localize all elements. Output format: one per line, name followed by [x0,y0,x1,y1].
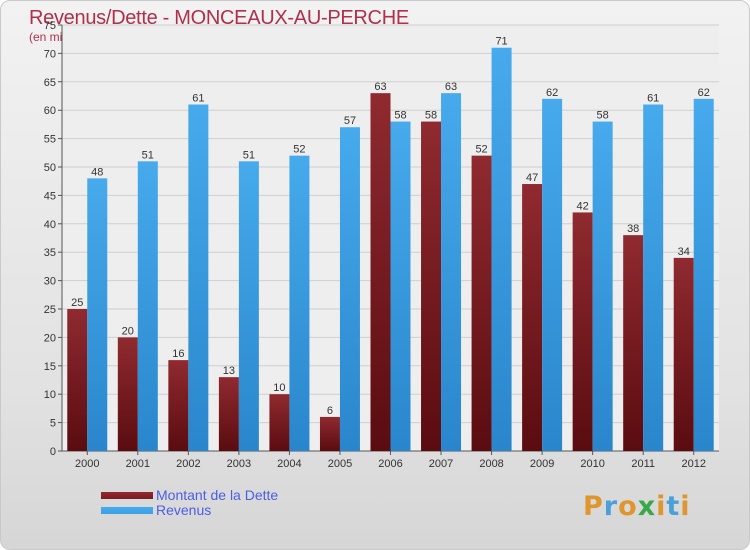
bar-revenus [137,161,158,451]
data-label-revenus: 51 [243,149,255,161]
bar-dette [370,93,391,451]
y-tick-label: 70 [44,48,56,60]
data-label-revenus: 61 [192,93,204,105]
x-tick-label: 2005 [328,458,352,470]
data-label-revenus: 62 [546,87,558,99]
x-tick-label: 2006 [378,458,402,470]
y-tick-label: 40 [44,219,56,231]
x-tick-label: 2012 [681,458,705,470]
chart-title: Revenus/Dette - MONCEAUX-AU-PERCHE [29,7,409,29]
data-label-dette: 6 [327,405,333,417]
proxiti-logo: Proxiti [583,491,691,522]
data-label-revenus: 51 [142,149,154,161]
y-tick-label: 75 [44,20,56,32]
bar-dette [572,212,593,451]
x-tick-label: 2009 [530,458,554,470]
bar-revenus [592,121,613,451]
bar-dette [421,121,442,451]
data-label-revenus: 48 [91,166,103,178]
data-label-revenus: 62 [698,87,710,99]
x-tick-label: 2007 [429,458,453,470]
bar-dette [117,337,138,451]
x-tick-label: 2010 [580,458,604,470]
data-label-dette: 47 [526,172,538,184]
x-tick-label: 2011 [631,458,655,470]
y-tick-label: 45 [44,190,56,202]
y-tick-label: 35 [44,247,56,259]
x-tick-label: 2004 [277,458,301,470]
bar-revenus [238,161,259,451]
x-tick-label: 2002 [176,458,200,470]
y-tick-label: 15 [44,361,56,373]
data-label-dette: 58 [425,110,437,122]
data-label-dette: 42 [577,200,589,212]
data-label-revenus: 63 [445,81,457,93]
x-tick-label: 2003 [227,458,251,470]
y-tick-label: 25 [44,304,56,316]
data-label-dette: 16 [172,348,184,360]
data-label-dette: 13 [223,365,235,377]
bar-revenus [441,93,462,451]
bar-revenus [87,178,108,452]
legend-label-revenus: Revenus [156,502,212,518]
y-tick-label: 60 [44,105,56,117]
x-tick-label: 2008 [479,458,503,470]
bar-dette [67,309,88,451]
legend-label-dette: Montant de la Dette [156,487,279,503]
data-label-dette: 10 [273,382,285,394]
bar-dette [673,257,694,451]
bar-revenus [491,47,512,451]
bar-revenus [693,98,714,451]
data-label-dette: 25 [71,297,83,309]
y-tick-label: 30 [44,276,56,288]
bar-dette [319,416,340,451]
data-label-dette: 34 [678,246,690,258]
y-tick-label: 5 [50,418,56,430]
data-label-revenus: 58 [394,110,406,122]
y-tick-label: 0 [50,446,56,458]
data-label-revenus: 52 [293,144,305,156]
y-tick-label: 50 [44,162,56,174]
bar-revenus [289,155,310,451]
data-label-dette: 20 [122,325,134,337]
data-label-dette: 52 [475,144,487,156]
bar-dette [471,155,492,451]
data-label-revenus: 61 [647,93,659,105]
x-tick-label: 2001 [126,458,150,470]
bar-dette [168,360,189,451]
bar-revenus [542,98,563,451]
x-tick-label: 2000 [75,458,99,470]
data-label-revenus: 71 [495,36,507,48]
bar-revenus [188,104,209,452]
bar-dette [218,377,239,451]
bar-revenus [643,104,664,452]
bar-dette [522,184,543,452]
y-tick-label: 55 [44,134,56,146]
data-label-dette: 38 [627,223,639,235]
legend-swatch-dette [101,492,153,499]
y-tick-label: 20 [44,332,56,344]
bar-revenus [339,127,360,452]
bar-revenus [390,121,411,451]
bar-dette [269,394,290,451]
data-label-dette: 63 [374,81,386,93]
bar-dette [623,235,644,451]
y-tick-label: 10 [44,389,56,401]
legend-swatch-revenus [101,507,153,514]
data-label-revenus: 57 [344,115,356,127]
y-tick-label: 65 [44,77,56,89]
data-label-revenus: 58 [597,110,609,122]
